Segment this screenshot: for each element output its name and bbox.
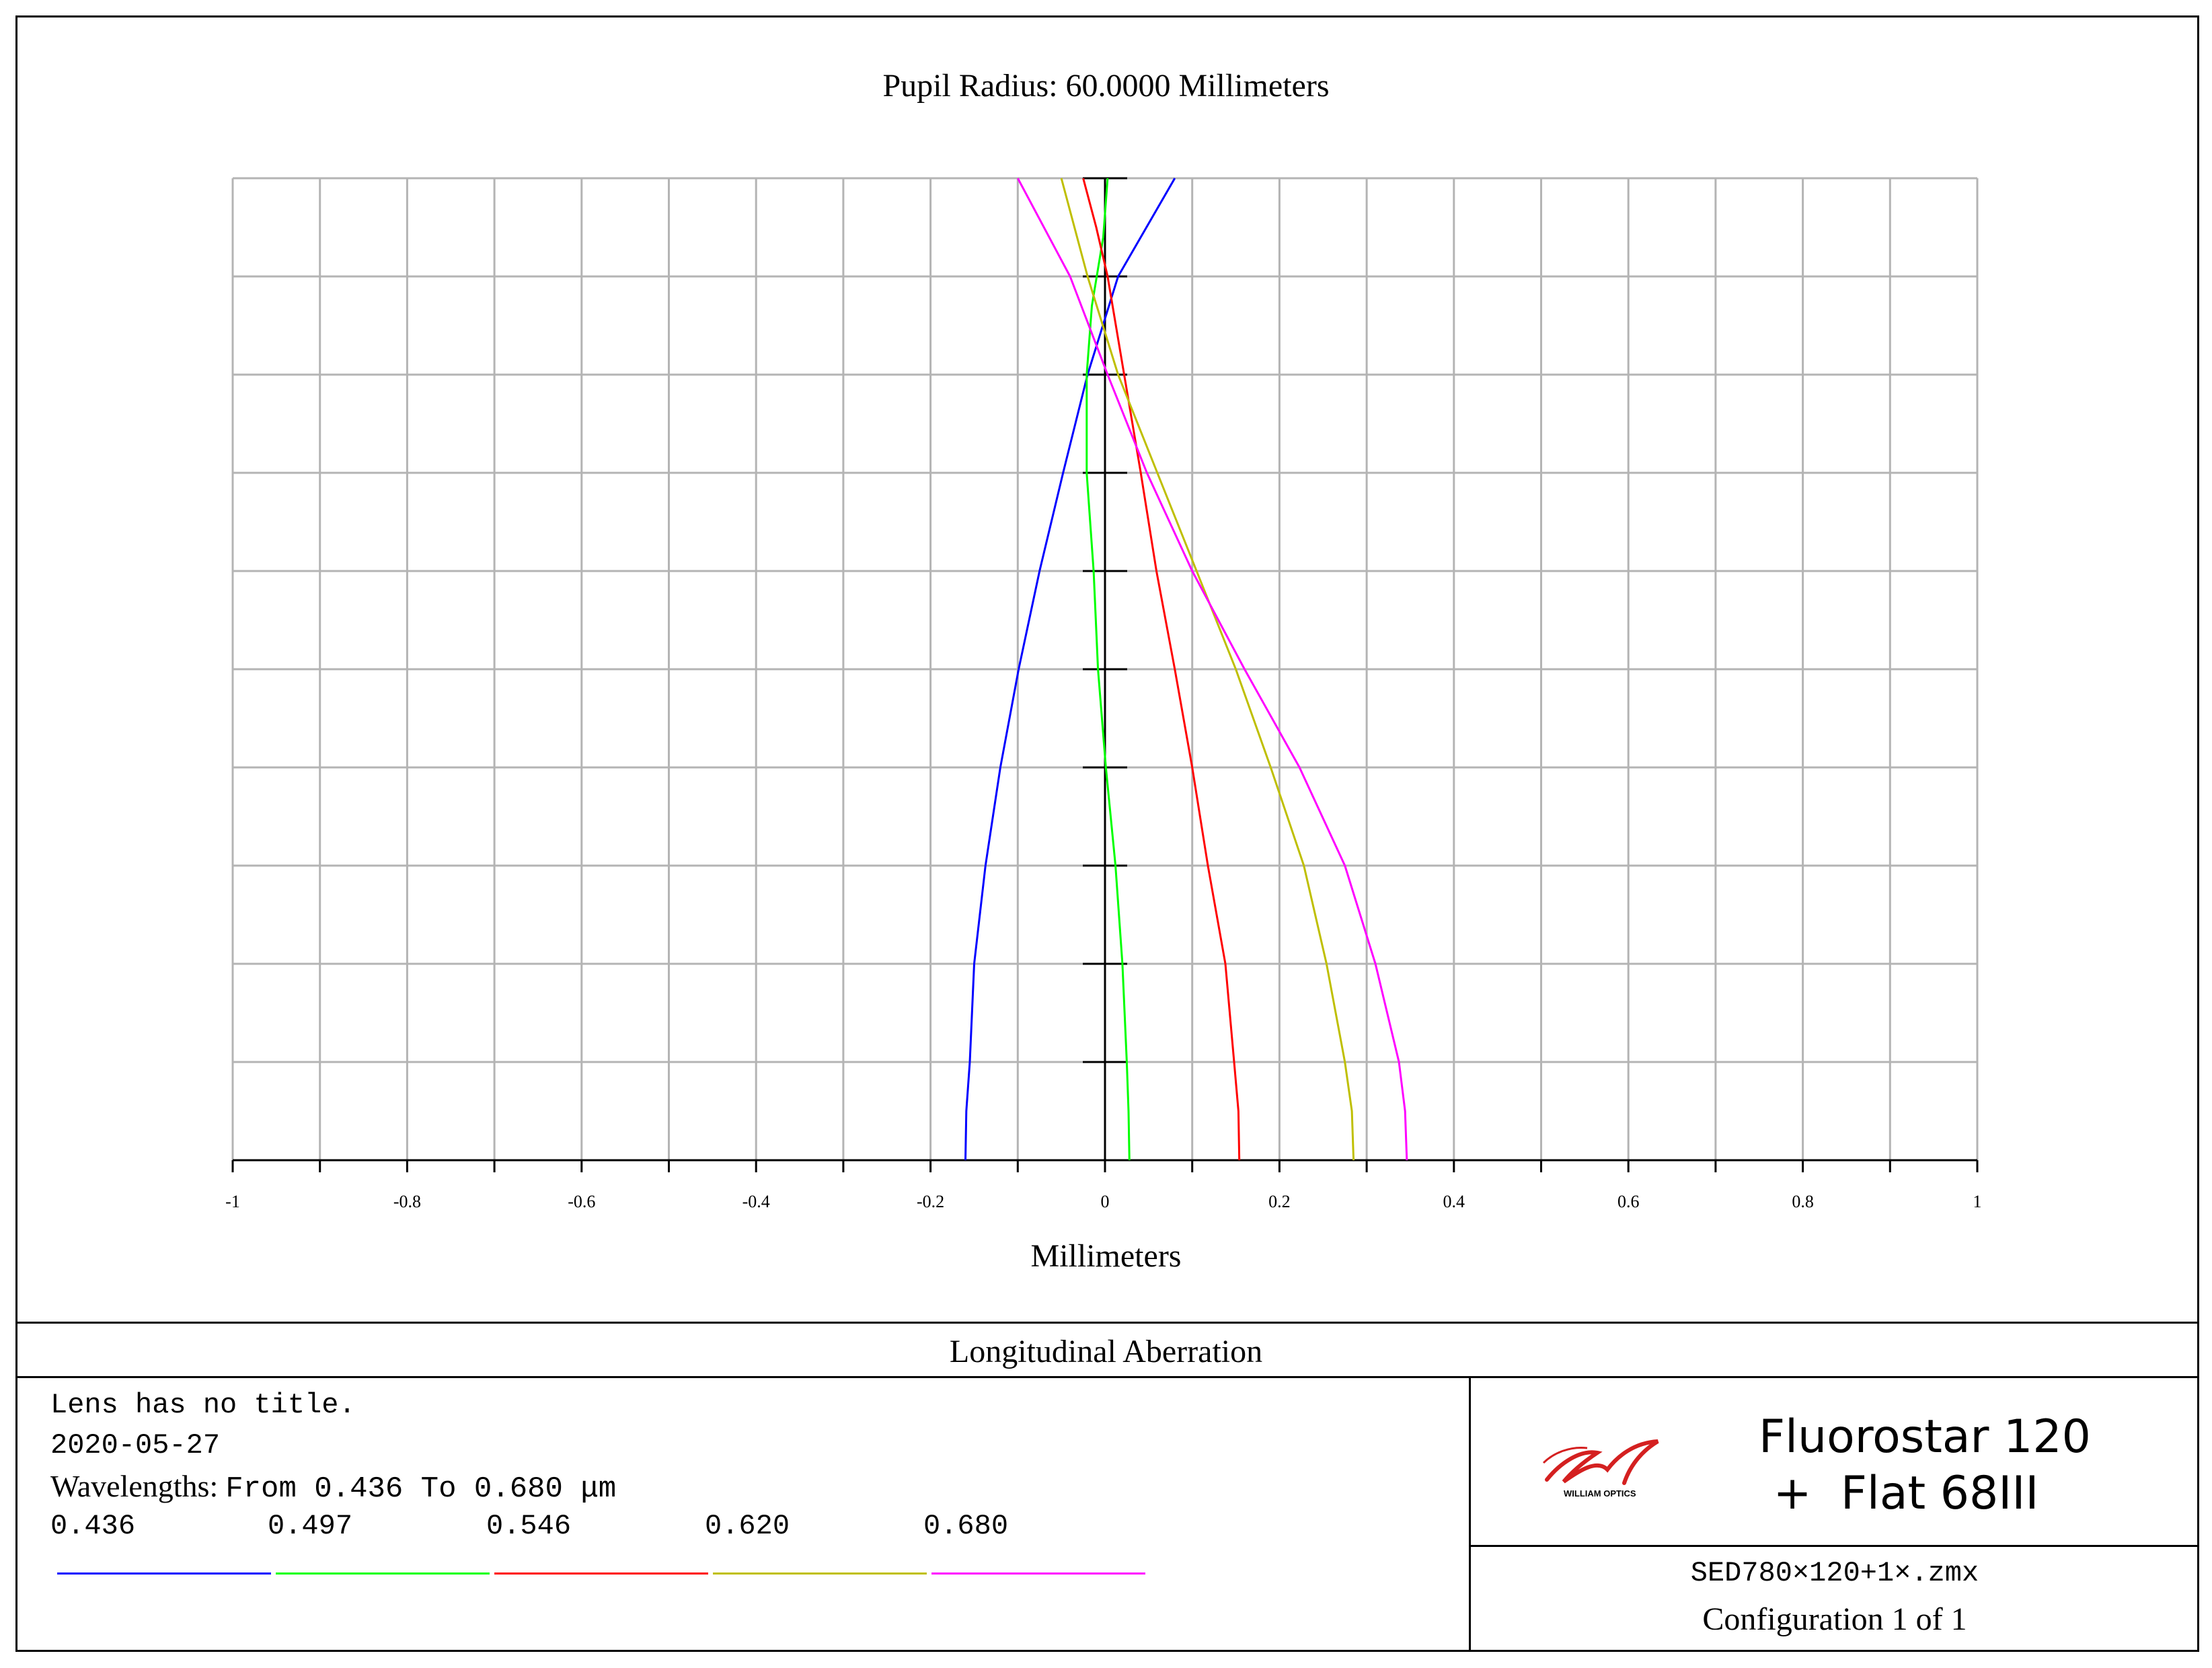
footer-divider-top (15, 1322, 2199, 1324)
x-tick-label: -1 (225, 1192, 240, 1211)
footer-divider-mid (15, 1376, 2199, 1378)
wavelengths-row: Wavelengths: From 0.436 To 0.680 μm (50, 1468, 616, 1506)
x-tick-label: -0.4 (742, 1192, 770, 1211)
longitudinal-aberration-chart: -1 -0.8 -0.6 -0.4 -0.2 0 0.2 0.4 0.6 0.8 1 (225, 177, 1982, 1211)
configuration: Configuration 1 of 1 (1702, 1601, 1967, 1637)
william-optics-logo: WILLIAM OPTICS (1542, 1439, 1659, 1499)
series-group (964, 178, 1408, 1161)
x-tick-label: -0.6 (568, 1192, 595, 1211)
footer-title: Longitudinal Aberration (949, 1334, 1263, 1369)
x-axis: -1 -0.8 -0.6 -0.4 -0.2 0 0.2 0.4 0.6 0.8 1 (225, 177, 1982, 1211)
legend-line-1 (57, 1572, 271, 1575)
legend-label-3: 0.546 (486, 1510, 572, 1542)
x-tick-label: 0.4 (1443, 1192, 1465, 1211)
x-tick-label: 0.8 (1792, 1192, 1814, 1211)
legend-line-4 (713, 1572, 927, 1575)
wavelengths-range: From 0.436 To 0.680 μm (225, 1472, 617, 1506)
legend-line-5 (931, 1572, 1145, 1575)
series-line-0.620 (1060, 178, 1355, 1161)
series-line-0.680 (1016, 178, 1408, 1161)
x-tick-label: 0.2 (1268, 1192, 1291, 1211)
plot-title: Pupil Radius: 60.0000 Millimeters (882, 68, 1330, 104)
x-axis-label: Millimeters (1030, 1238, 1182, 1274)
footer-right-divider (1469, 1545, 2199, 1547)
lens-title: Lens has no title. (50, 1389, 356, 1421)
x-tick-label: 1 (1973, 1192, 1982, 1211)
legend-line-2 (276, 1572, 490, 1575)
legend-label-5: 0.680 (923, 1510, 1009, 1542)
series-line-0.436 (964, 178, 1176, 1161)
wavelengths-label: Wavelengths: (50, 1469, 219, 1503)
date: 2020-05-27 (50, 1429, 221, 1462)
legend-label-4: 0.620 (705, 1510, 790, 1542)
svg-text:WILLIAM OPTICS: WILLIAM OPTICS (1564, 1488, 1636, 1499)
x-tick-label: -0.8 (393, 1192, 421, 1211)
series-line-0.546 (1082, 178, 1241, 1161)
file-name: SED780×120+1×.zmx (1690, 1557, 1979, 1589)
x-tick-label: 0.6 (1617, 1192, 1640, 1211)
series-line-0.497 (1085, 178, 1131, 1161)
footer-vertical-divider (1469, 1376, 1471, 1652)
x-tick-label: 0 (1101, 1192, 1110, 1211)
legend-label-2: 0.497 (268, 1510, 353, 1542)
design-title: Fluorostar 120 + Flat 68III (1759, 1410, 2091, 1520)
page-frame (15, 15, 2199, 1652)
legend-label-1: 0.436 (50, 1510, 136, 1542)
x-tick-label: -0.2 (917, 1192, 944, 1211)
legend-line-3 (494, 1572, 708, 1575)
